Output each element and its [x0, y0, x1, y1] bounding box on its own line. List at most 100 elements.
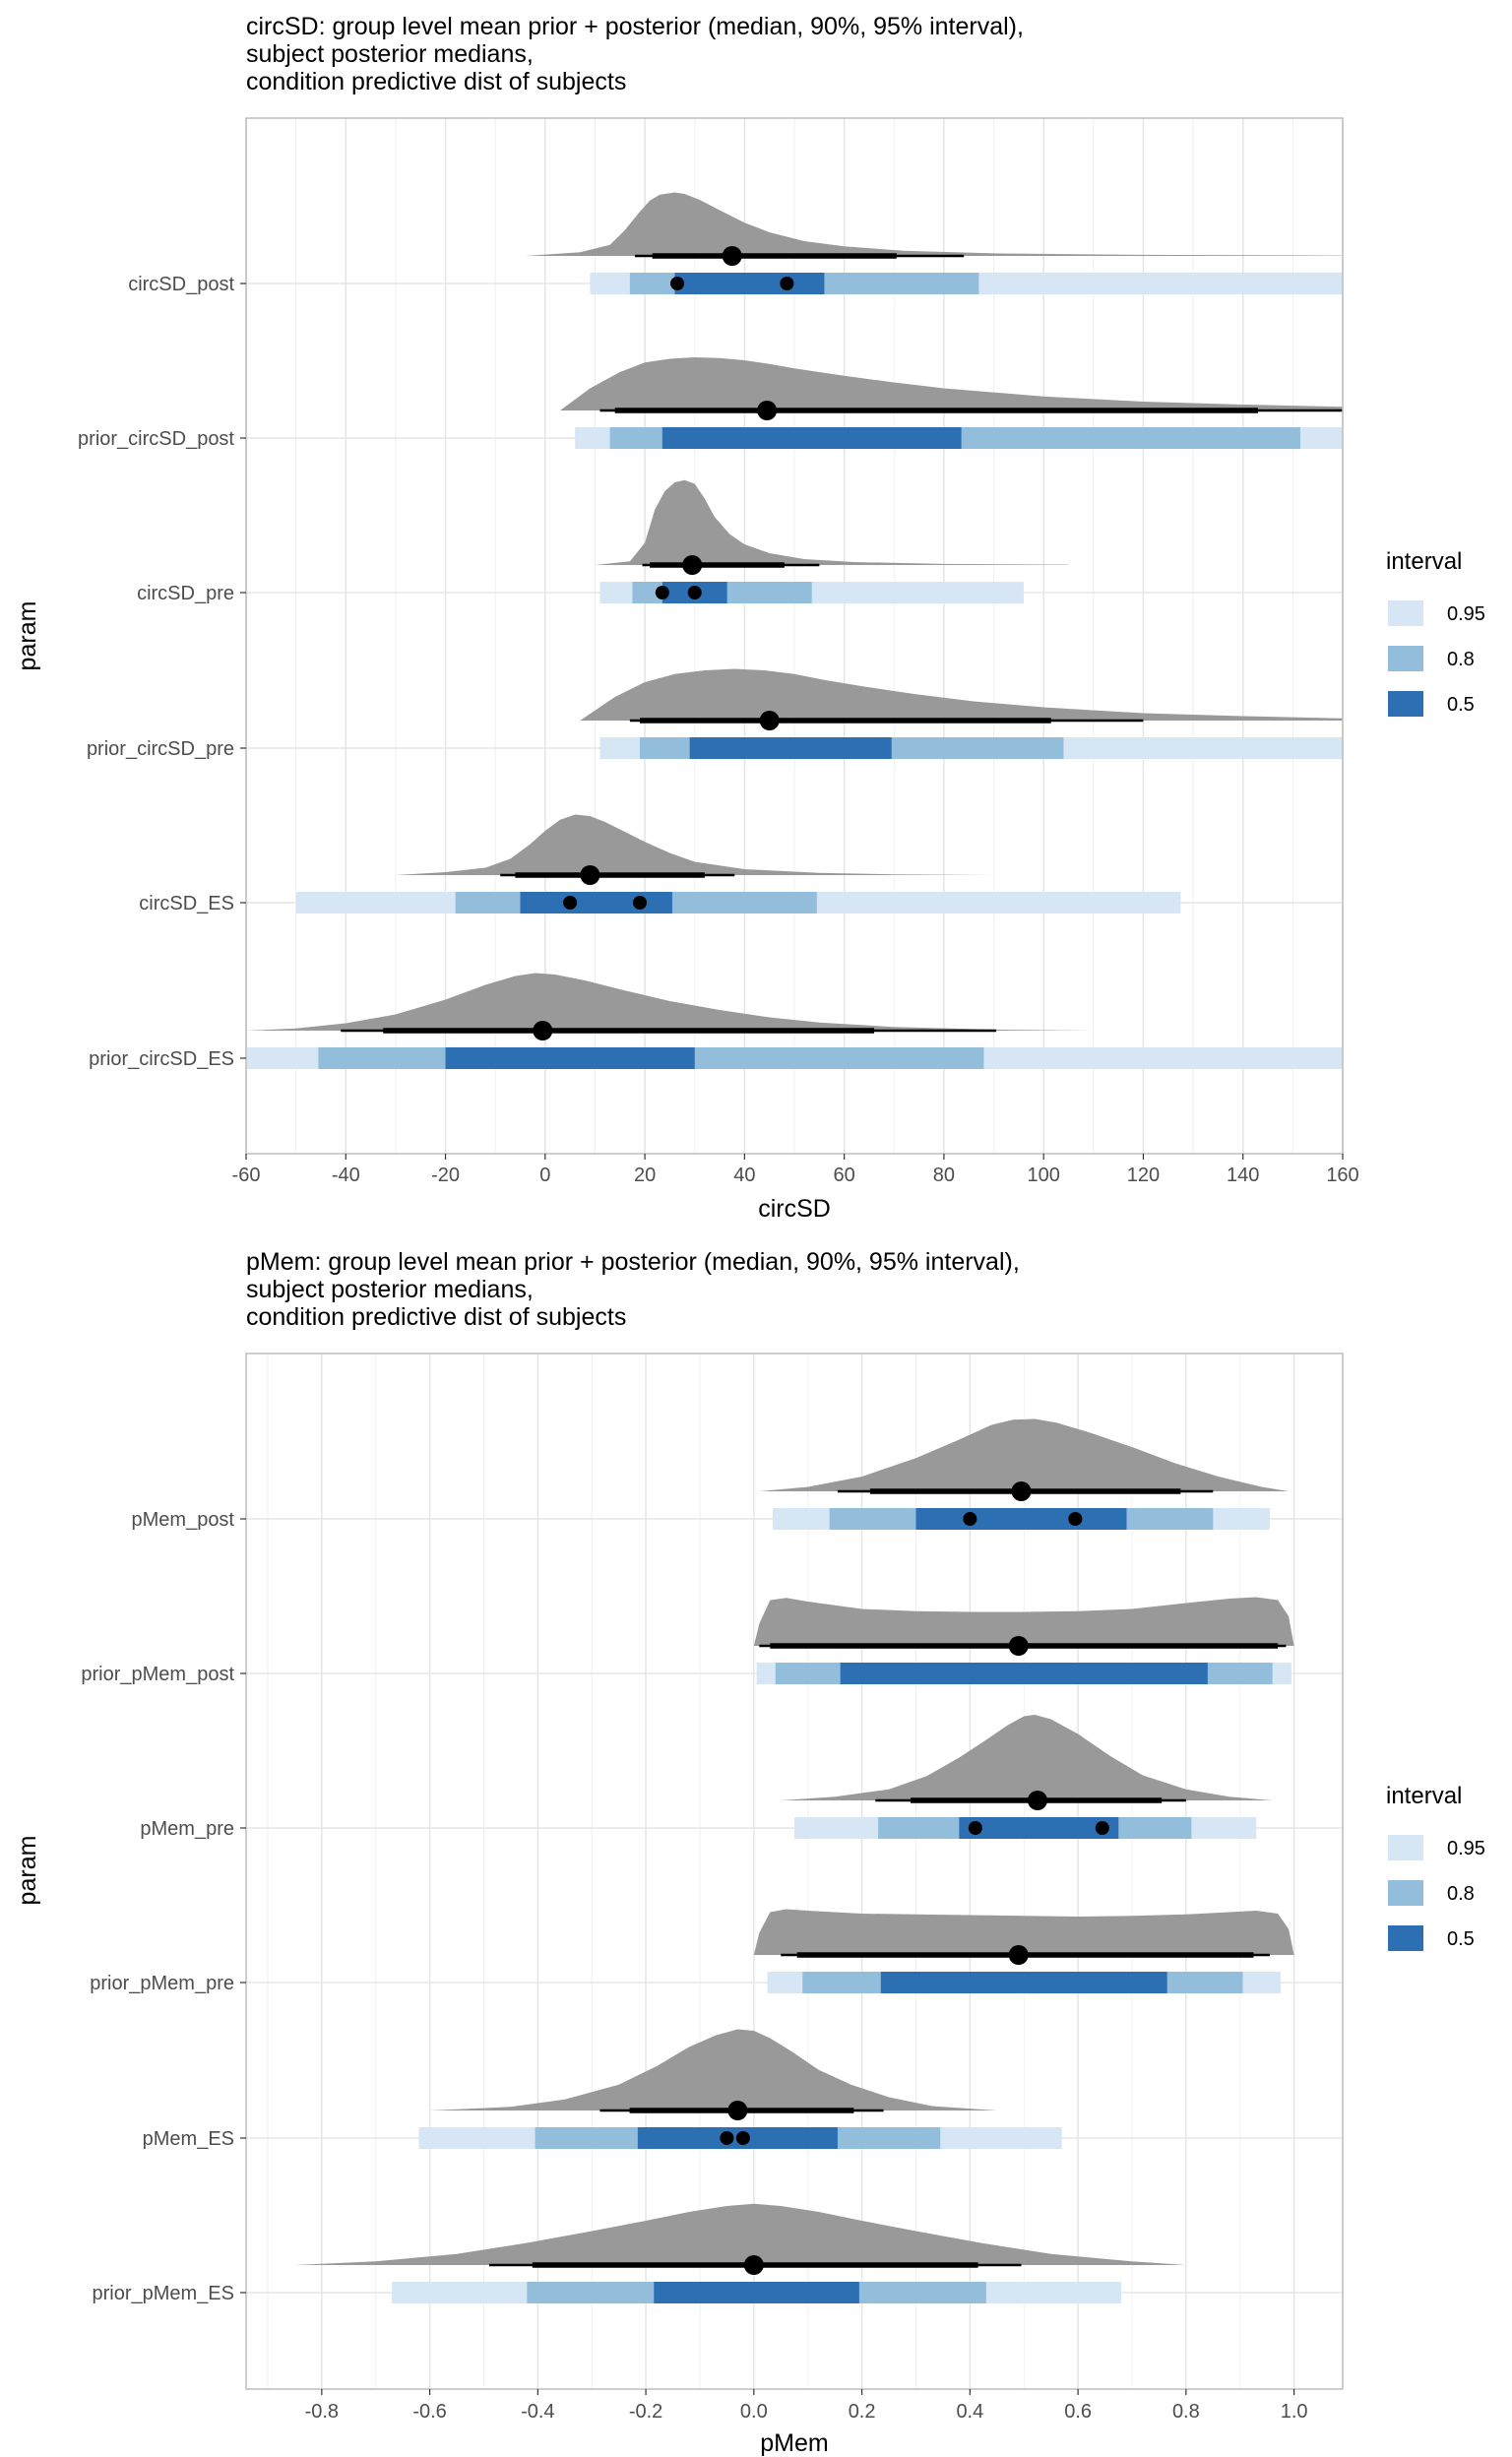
- band-50: [959, 1817, 1119, 1839]
- y-tick-label: pMem_post: [132, 1509, 235, 1531]
- median-point: [580, 865, 600, 885]
- chart-title-line-1: circSD: group level mean prior + posteri…: [246, 13, 1024, 40]
- subject-median-point: [633, 896, 648, 910]
- x-tick-label: -60: [232, 1165, 261, 1186]
- band-50: [445, 1047, 695, 1069]
- y-tick-label: prior_pMem_pre: [90, 1973, 234, 1994]
- subject-median-point: [655, 586, 669, 599]
- x-tick-labels: -60 -40 -20 0 20 40 60 80 100 120 140 160: [232, 1154, 1359, 1186]
- x-tick-label: -0.8: [305, 2401, 339, 2423]
- subject-median-point: [1068, 1512, 1083, 1526]
- band-50: [520, 892, 672, 914]
- y-tick-label: circSD_ES: [139, 893, 234, 914]
- band-50: [840, 1663, 1208, 1684]
- density-shape: [759, 1418, 1290, 1491]
- density-shape: [525, 192, 1343, 256]
- x-tick-label: -20: [431, 1165, 460, 1186]
- density-shape: [753, 1597, 1294, 1646]
- y-tick-label: prior_circSD_ES: [89, 1048, 234, 1070]
- x-axis-title: pMem: [760, 2429, 828, 2457]
- x-tick-label: 40: [733, 1165, 755, 1186]
- x-tick-labels: -0.8 -0.6 -0.4 -0.2 0.0 0.2 0.4 0.6 0.8 1.0: [305, 2389, 1308, 2423]
- x-tick-label: -0.6: [412, 2401, 446, 2423]
- x-tick-label: 80: [933, 1165, 955, 1186]
- subject-median-point: [720, 2131, 734, 2145]
- y-tick-label: pMem_pre: [140, 1818, 234, 1840]
- legend-label-95: 0.95: [1447, 1838, 1485, 1859]
- y-tick-label: circSD_pre: [137, 583, 234, 604]
- x-tick-label: 60: [834, 1165, 855, 1186]
- x-tick-label: 100: [1027, 1165, 1059, 1186]
- median-point: [1027, 1791, 1047, 1810]
- legend-title: interval: [1386, 1783, 1462, 1809]
- chart-title-line-2: subject posterior medians,: [246, 40, 534, 68]
- data-marks: [246, 192, 1343, 1069]
- density-shape: [395, 814, 994, 875]
- x-tick-label: 1.0: [1281, 2401, 1308, 2423]
- x-tick-label: 140: [1227, 1165, 1259, 1186]
- median-point: [533, 1021, 553, 1040]
- chart-title-line-3: condition predictive dist of subjects: [246, 1303, 626, 1331]
- panel-border: [245, 117, 1344, 1155]
- subject-median-point: [687, 586, 702, 599]
- median-point: [757, 401, 778, 420]
- x-tick-label: 0: [539, 1165, 550, 1186]
- subject-median-point: [963, 1512, 977, 1526]
- x-tick-label: -40: [332, 1165, 360, 1186]
- circsd-chart: circSD: group level mean prior + posteri…: [14, 13, 1485, 1223]
- chart-title-line-1: pMem: group level mean prior + posterior…: [246, 1248, 1020, 1276]
- median-point: [743, 2255, 764, 2275]
- legend-swatch-95: [1388, 600, 1423, 626]
- x-tick-label: 120: [1127, 1165, 1160, 1186]
- band-50: [654, 2282, 859, 2303]
- legend-label-80: 0.8: [1447, 1883, 1475, 1905]
- legend-swatch-80: [1388, 1880, 1423, 1906]
- density-shape: [580, 668, 1343, 721]
- density-shape: [294, 2203, 1186, 2265]
- chart-title-line-3: condition predictive dist of subjects: [246, 68, 626, 95]
- y-axis-title: param: [14, 601, 41, 671]
- x-tick-label: 0.6: [1064, 2401, 1092, 2423]
- density-shape: [781, 1715, 1273, 1800]
- legend-title: interval: [1386, 548, 1462, 575]
- band-50: [689, 737, 892, 759]
- y-tick-label: prior_circSD_post: [78, 428, 234, 450]
- band-50: [674, 273, 825, 294]
- median-point: [1008, 1945, 1029, 1965]
- median-point: [722, 246, 742, 266]
- legend-swatch-80: [1388, 646, 1423, 671]
- y-tick-labels: circSD_post prior_circSD_post circSD_prepr…: [78, 274, 246, 1070]
- density-shape: [595, 479, 1069, 565]
- x-tick-label: -0.2: [629, 2401, 662, 2423]
- subject-median-point: [780, 277, 794, 290]
- x-tick-label: 160: [1326, 1165, 1358, 1186]
- y-tick-label: prior_pMem_post: [81, 1664, 234, 1685]
- legend-swatch-95: [1388, 1835, 1423, 1860]
- density-shape: [560, 357, 1343, 410]
- y-tick-labels: pMem_post prior_pMem_post pMem_pre prior_pM…: [81, 1509, 246, 2304]
- band-50: [880, 1972, 1167, 1993]
- legend: interval 0.95 0.8 0.5: [1386, 548, 1485, 717]
- pmem-chart: pMem: group level mean prior + posterior…: [14, 1248, 1485, 2457]
- median-point: [682, 555, 703, 575]
- y-axis-title: param: [14, 1836, 41, 1906]
- x-tick-label: -0.4: [521, 2401, 554, 2423]
- legend-label-50: 0.5: [1447, 1928, 1475, 1950]
- legend-label-50: 0.5: [1447, 694, 1475, 716]
- median-point: [759, 711, 780, 730]
- x-tick-label: 0.0: [740, 2401, 768, 2423]
- density-shape: [429, 2029, 997, 2110]
- band-50: [662, 427, 962, 449]
- density-shape: [753, 1909, 1294, 1955]
- subject-median-point: [563, 896, 578, 910]
- y-tick-label: prior_pMem_ES: [92, 2283, 234, 2304]
- legend-label-95: 0.95: [1447, 603, 1485, 625]
- subject-median-point: [968, 1821, 982, 1835]
- chart-title-line-2: subject posterior medians,: [246, 1276, 534, 1303]
- x-tick-label: 20: [634, 1165, 656, 1186]
- x-tick-label: 0.4: [956, 2401, 983, 2423]
- subject-median-point: [670, 277, 685, 290]
- legend: interval 0.95 0.8 0.5: [1386, 1783, 1485, 1951]
- legend-swatch-50: [1388, 691, 1423, 717]
- band-50: [915, 1508, 1127, 1530]
